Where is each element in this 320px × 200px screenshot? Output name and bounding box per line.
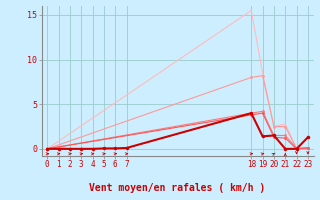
X-axis label: Vent moyen/en rafales ( km/h ): Vent moyen/en rafales ( km/h ) [90, 183, 266, 193]
